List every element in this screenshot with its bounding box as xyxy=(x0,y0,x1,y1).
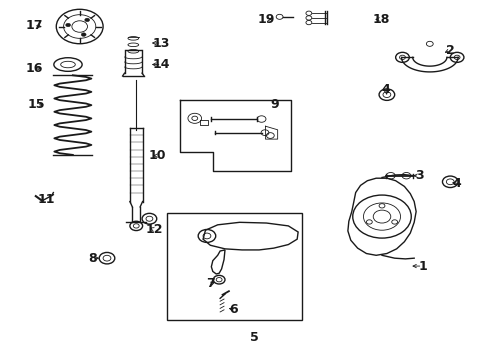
Text: 5: 5 xyxy=(249,331,258,344)
Text: 2: 2 xyxy=(445,44,454,57)
Text: 15: 15 xyxy=(28,98,45,111)
Text: 11: 11 xyxy=(38,193,55,206)
Circle shape xyxy=(84,18,89,22)
Text: 19: 19 xyxy=(257,13,275,26)
Circle shape xyxy=(81,33,86,36)
Text: 9: 9 xyxy=(270,98,279,111)
Text: 12: 12 xyxy=(145,223,163,236)
Circle shape xyxy=(65,23,70,27)
Text: 1: 1 xyxy=(417,260,426,273)
Text: 3: 3 xyxy=(414,169,423,182)
Text: 4: 4 xyxy=(381,83,389,96)
Text: 13: 13 xyxy=(153,36,170,50)
Text: 8: 8 xyxy=(88,252,97,265)
Text: 10: 10 xyxy=(149,149,166,162)
Text: 7: 7 xyxy=(205,278,214,291)
Text: 14: 14 xyxy=(153,58,170,71)
Text: 18: 18 xyxy=(371,13,389,26)
Text: 17: 17 xyxy=(25,19,42,32)
Text: 4: 4 xyxy=(451,177,460,190)
Text: 6: 6 xyxy=(229,303,238,316)
Bar xyxy=(167,213,301,320)
Text: 16: 16 xyxy=(25,62,42,75)
